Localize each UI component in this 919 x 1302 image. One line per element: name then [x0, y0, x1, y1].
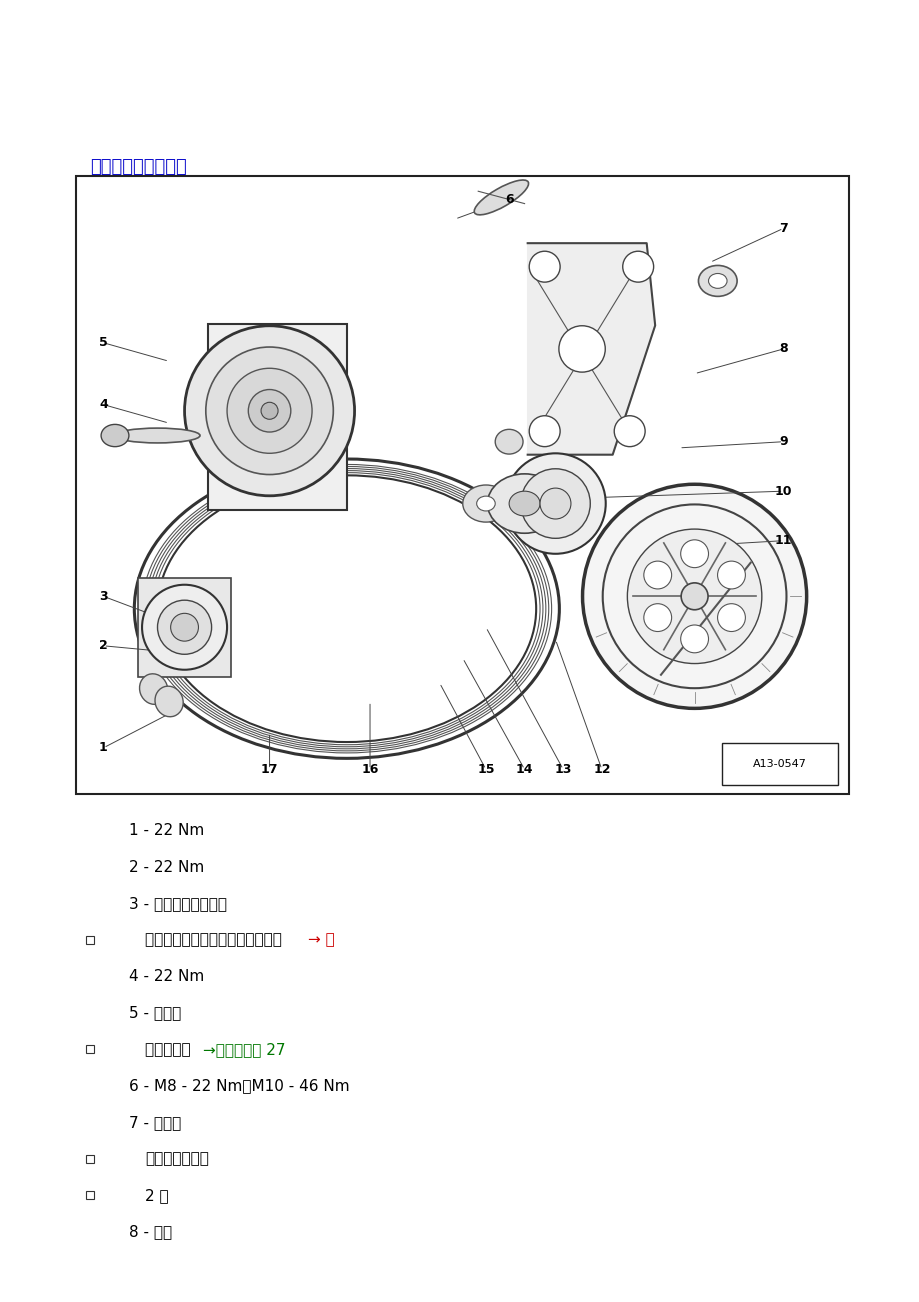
Circle shape: [614, 415, 644, 447]
Circle shape: [505, 453, 605, 553]
Ellipse shape: [157, 475, 536, 742]
Text: 15: 15: [477, 763, 494, 776]
Ellipse shape: [101, 424, 129, 447]
Text: 2 件: 2 件: [145, 1187, 169, 1203]
Text: 13: 13: [554, 763, 572, 776]
Text: 用于发电机支架: 用于发电机支架: [145, 1151, 209, 1167]
Text: 1 - 22 Nm: 1 - 22 Nm: [129, 823, 204, 838]
Ellipse shape: [473, 180, 528, 215]
Text: 1: 1: [99, 741, 108, 754]
Text: 3 - 多楔带的张紧装置: 3 - 多楔带的张紧装置: [129, 896, 227, 911]
Ellipse shape: [115, 428, 199, 443]
Ellipse shape: [708, 273, 726, 288]
Circle shape: [622, 251, 652, 283]
Text: → 章: → 章: [308, 932, 335, 948]
Polygon shape: [528, 243, 654, 454]
Circle shape: [261, 402, 278, 419]
Circle shape: [227, 368, 312, 453]
Text: 17: 17: [260, 763, 278, 776]
Circle shape: [643, 604, 671, 631]
Text: 为了松开多楔带，用环形扳手转动: 为了松开多楔带，用环形扳手转动: [145, 932, 287, 948]
Circle shape: [185, 326, 354, 496]
Text: 3: 3: [99, 590, 108, 603]
Bar: [86, 936, 94, 944]
Bar: [138, 578, 231, 677]
Bar: [86, 1155, 94, 1163]
Text: 5: 5: [99, 336, 108, 349]
Text: 11: 11: [774, 534, 791, 547]
Bar: [86, 1046, 94, 1053]
Circle shape: [528, 415, 560, 447]
Ellipse shape: [494, 430, 523, 454]
Circle shape: [627, 529, 761, 664]
Text: 6 - M8 - 22 Nm；M10 - 46 Nm: 6 - M8 - 22 Nm；M10 - 46 Nm: [129, 1078, 349, 1094]
Bar: [86, 1191, 94, 1199]
Text: 16: 16: [361, 763, 379, 776]
Circle shape: [643, 561, 671, 589]
Text: 2 - 22 Nm: 2 - 22 Nm: [129, 859, 204, 875]
Text: 发电机的多楔带传动: 发电机的多楔带传动: [90, 159, 187, 176]
Text: 2: 2: [99, 639, 108, 652]
Text: 12: 12: [593, 763, 610, 776]
Circle shape: [717, 604, 744, 631]
Ellipse shape: [476, 496, 494, 510]
Ellipse shape: [462, 484, 508, 522]
Text: 4: 4: [99, 398, 108, 411]
Ellipse shape: [487, 474, 562, 534]
Circle shape: [528, 251, 560, 283]
Bar: [208, 324, 346, 509]
Text: 9: 9: [778, 435, 787, 448]
Text: A13-0547: A13-0547: [752, 759, 806, 769]
Text: 5 - 发电机: 5 - 发电机: [129, 1005, 181, 1021]
Circle shape: [170, 613, 199, 641]
Bar: [720, 743, 836, 785]
Ellipse shape: [140, 674, 167, 704]
Ellipse shape: [698, 266, 736, 297]
Text: 8 - 支架: 8 - 支架: [129, 1224, 172, 1240]
Circle shape: [157, 600, 211, 655]
Text: 10: 10: [774, 484, 791, 497]
Text: →维修分组号 27: →维修分组号 27: [203, 1042, 286, 1057]
Circle shape: [142, 585, 227, 669]
Circle shape: [680, 540, 708, 568]
Circle shape: [248, 389, 290, 432]
Ellipse shape: [154, 686, 183, 716]
Text: 7: 7: [778, 221, 787, 234]
Circle shape: [206, 348, 333, 474]
Circle shape: [582, 484, 806, 708]
Text: 8: 8: [778, 342, 787, 355]
Circle shape: [680, 583, 708, 609]
Circle shape: [680, 625, 708, 652]
Text: 4 - 22 Nm: 4 - 22 Nm: [129, 969, 204, 984]
Circle shape: [717, 561, 744, 589]
Text: 拆卸和安装: 拆卸和安装: [145, 1042, 196, 1057]
Ellipse shape: [508, 491, 539, 516]
Circle shape: [520, 469, 590, 538]
Text: 6: 6: [505, 193, 513, 206]
Text: 7 - 配合套: 7 - 配合套: [129, 1115, 181, 1130]
Circle shape: [558, 326, 605, 372]
Circle shape: [539, 488, 571, 519]
Text: 14: 14: [516, 763, 533, 776]
Bar: [76, 176, 848, 794]
